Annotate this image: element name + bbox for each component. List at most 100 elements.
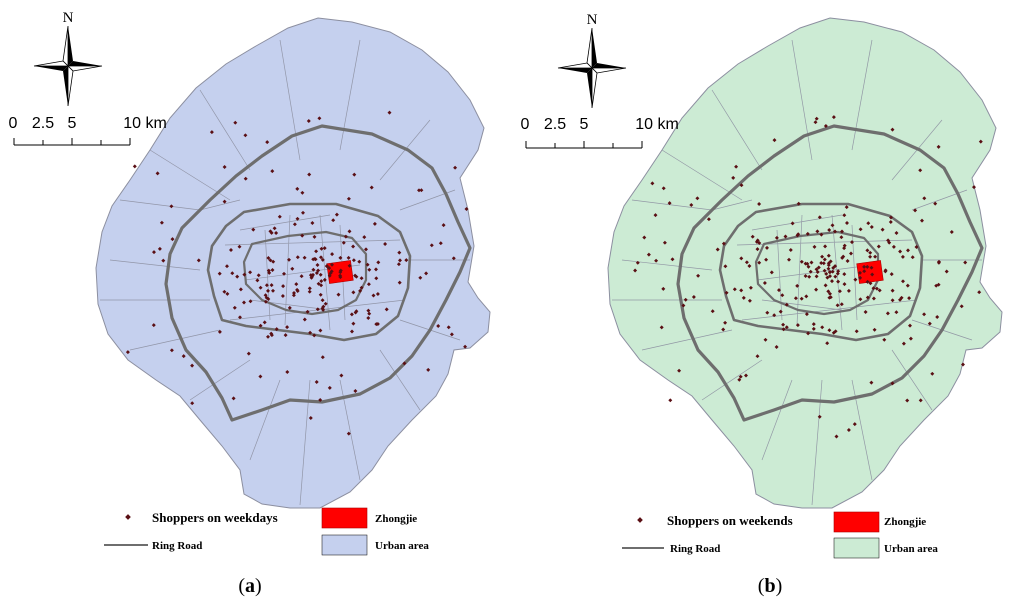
legend-shopper-dot bbox=[125, 514, 131, 520]
shopper-point bbox=[837, 289, 842, 294]
shopper-point bbox=[936, 282, 941, 287]
shopper-point bbox=[346, 196, 351, 201]
shopper-point bbox=[852, 422, 857, 427]
shopper-point bbox=[318, 398, 323, 402]
shopper-point bbox=[894, 310, 899, 315]
shopper-point bbox=[302, 255, 307, 260]
shopper-point bbox=[763, 337, 768, 342]
shopper-point bbox=[396, 262, 401, 267]
shopper-point bbox=[812, 244, 817, 249]
legend-ring-road-label: Ring Road bbox=[152, 540, 202, 552]
map-canvas: N 0 2.5 5 10 km Shoppers on weekends Zho… bbox=[521, 12, 1003, 597]
shopper-point bbox=[429, 243, 434, 248]
legend-urban-area-swatch bbox=[833, 537, 880, 559]
shopper-point bbox=[865, 295, 870, 300]
shopper-point bbox=[811, 322, 816, 327]
shopper-point bbox=[152, 250, 156, 255]
legend: Shoppers on weekdays Zhongjie Ring Road … bbox=[104, 507, 429, 556]
shopper-point bbox=[357, 259, 362, 264]
shopper-point bbox=[359, 276, 364, 281]
shopper-point bbox=[816, 265, 821, 270]
shopper-point bbox=[977, 290, 982, 295]
shopper-point bbox=[869, 225, 874, 229]
shopper-point bbox=[805, 231, 810, 236]
shopper-point bbox=[366, 282, 371, 287]
legend-zhongjie-swatch bbox=[321, 507, 368, 529]
legend-urban-area-swatch bbox=[321, 534, 368, 556]
shopper-point bbox=[799, 296, 804, 301]
shopper-point bbox=[318, 272, 323, 277]
outer-ring-road bbox=[676, 124, 984, 422]
shopper-point bbox=[830, 269, 835, 274]
inner-ring-road bbox=[242, 230, 368, 316]
shopper-point bbox=[833, 229, 837, 234]
shopper-point bbox=[243, 133, 248, 138]
shopper-point bbox=[352, 172, 357, 177]
shopper-point bbox=[906, 248, 910, 253]
shopper-point bbox=[689, 203, 694, 207]
shopper-point bbox=[842, 213, 847, 218]
scale-label-2-5: 2.5 bbox=[32, 115, 54, 132]
shopper-point bbox=[225, 291, 230, 296]
shopper-point bbox=[755, 354, 760, 359]
shopper-point bbox=[308, 330, 313, 335]
shopper-point bbox=[796, 201, 801, 206]
middle-ring-road bbox=[206, 202, 412, 342]
shopper-point bbox=[822, 257, 827, 262]
north-arrow bbox=[557, 27, 627, 109]
middle-ring-road bbox=[718, 202, 924, 342]
shopper-point bbox=[888, 220, 893, 224]
shopper-point bbox=[661, 286, 666, 291]
shopper-point bbox=[737, 377, 742, 382]
shopper-point bbox=[132, 164, 137, 169]
shopper-point bbox=[267, 270, 272, 275]
legend-shopper-dot bbox=[637, 517, 643, 523]
shopper-point bbox=[322, 246, 327, 251]
shopper-point bbox=[661, 186, 666, 191]
shopper-point bbox=[318, 292, 323, 297]
shopper-point bbox=[338, 273, 343, 278]
shopper-point bbox=[842, 282, 847, 287]
shopper-point bbox=[397, 250, 402, 255]
scale-label-10km: 10 km bbox=[123, 115, 167, 132]
shopper-point bbox=[890, 381, 895, 386]
shopper-point bbox=[317, 116, 322, 121]
shopper-point bbox=[312, 333, 317, 338]
shopper-point bbox=[384, 307, 389, 312]
shopper-point bbox=[642, 235, 647, 240]
shopper-point bbox=[369, 185, 374, 190]
legend-zhongjie-swatch bbox=[833, 511, 880, 533]
scale-label-10km: 10 km bbox=[635, 116, 679, 133]
shopper-point bbox=[365, 262, 370, 267]
shopper-point bbox=[836, 269, 841, 274]
shopper-point bbox=[667, 201, 672, 206]
shopper-point bbox=[299, 274, 304, 279]
shopper-point bbox=[251, 227, 256, 232]
shopper-point bbox=[169, 204, 174, 209]
shopper-point bbox=[341, 240, 346, 245]
legend-urban-area-label: Urban area bbox=[375, 540, 429, 552]
shopper-point bbox=[256, 273, 261, 278]
shopper-point bbox=[334, 212, 339, 217]
shopper-point bbox=[821, 261, 826, 266]
shopper-point bbox=[222, 165, 227, 169]
shopper-point bbox=[190, 401, 195, 406]
legend-urban-area-label: Urban area bbox=[884, 543, 938, 555]
shopper-point bbox=[258, 285, 263, 290]
shopper-point bbox=[295, 289, 300, 293]
shopper-point bbox=[314, 249, 319, 254]
shopper-point bbox=[744, 373, 748, 378]
shopper-point bbox=[327, 266, 332, 271]
shopper-point bbox=[858, 270, 862, 275]
shopper-point bbox=[876, 244, 881, 249]
shopper-point bbox=[359, 285, 364, 290]
shopper-point bbox=[320, 298, 325, 303]
shopper-point bbox=[830, 279, 834, 284]
shopper-point bbox=[835, 271, 840, 276]
shopper-point bbox=[777, 288, 781, 293]
shopper-point bbox=[862, 269, 867, 274]
shopper-point bbox=[301, 210, 305, 215]
shopper-point bbox=[426, 367, 431, 372]
shopper-point bbox=[757, 260, 762, 265]
shopper-point bbox=[238, 287, 243, 292]
